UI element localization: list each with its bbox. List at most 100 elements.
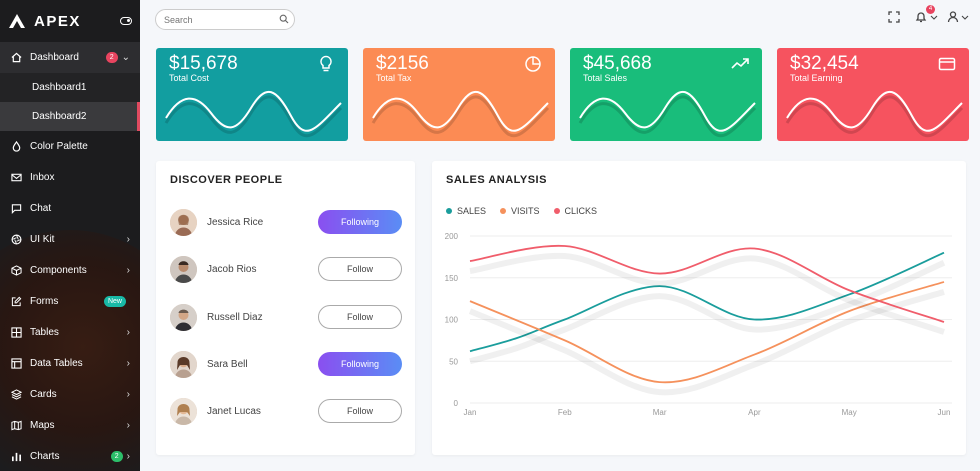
chevron-down-icon[interactable] [930, 10, 938, 24]
list-item: Janet Lucas Follow [170, 396, 402, 426]
sidebar-item-color-palette[interactable]: Color Palette [0, 131, 140, 162]
chevron-down-icon: ⌄ [121, 52, 130, 63]
legend-label: VISITS [511, 206, 540, 216]
fullscreen-icon[interactable] [887, 10, 901, 24]
legend-item-visits[interactable]: VISITS [500, 206, 540, 216]
chevron-right-icon: › [126, 234, 130, 245]
search-input[interactable] [155, 9, 295, 30]
sidebar-item-label: Color Palette [30, 141, 88, 152]
avatar[interactable] [170, 208, 197, 236]
follow-button[interactable]: Follow [318, 305, 402, 329]
sidebar-item-charts[interactable]: Charts 2 › [0, 441, 140, 471]
legend-item-sales[interactable]: SALES [446, 206, 486, 216]
forms-badge: New [103, 296, 126, 307]
sidebar-item-label: Forms [30, 296, 59, 307]
legend-dot [553, 208, 560, 214]
sidebar-subitem-dashboard1[interactable]: Dashboard1 [0, 73, 140, 102]
sidebar-subitem-label: Dashboard1 [32, 82, 87, 93]
user-icon[interactable] [946, 10, 960, 24]
chevron-down-icon[interactable] [961, 10, 969, 24]
layout-icon [10, 358, 22, 370]
sidebar-item-chat[interactable]: Chat [0, 193, 140, 224]
topbar: 4 [140, 0, 980, 40]
sidebar-item-label: Dashboard [30, 52, 79, 63]
sidebar-menu: Dashboard 2 ⌄ Dashboard1 Dashboard2 Colo… [0, 42, 140, 471]
sidebar-toggle-icon[interactable] [120, 17, 132, 25]
sidebar-item-label: Data Tables [30, 358, 83, 369]
grid-icon [10, 327, 22, 339]
map-icon [10, 420, 22, 432]
series-line-visits[interactable] [469, 281, 945, 384]
chart-legend: SALES VISITS CLICKS [446, 206, 597, 216]
following-button[interactable]: Following [318, 352, 402, 376]
sidebar-item-label: Inbox [30, 172, 55, 183]
avatar[interactable] [170, 397, 197, 425]
legend-dot [446, 208, 452, 214]
legend-label: SALES [457, 206, 487, 216]
sidebar-item-inbox[interactable]: Inbox [0, 162, 140, 193]
follow-button[interactable]: Follow [318, 257, 402, 281]
legend-label: CLICKS [564, 206, 598, 216]
bulb-icon [320, 55, 332, 72]
edit-icon [10, 296, 22, 308]
layers-icon [10, 389, 22, 401]
bell-icon[interactable] [914, 10, 928, 24]
sidebar-item-components[interactable]: Components › [0, 255, 140, 286]
series-line-clicks[interactable] [469, 244, 945, 323]
list-item: Russell Diaz Follow [170, 302, 402, 332]
following-button[interactable]: Following [318, 210, 402, 234]
sidebar-item-label: Chat [30, 203, 52, 214]
sidebar-item-data-tables[interactable]: Data Tables › [0, 348, 140, 379]
sidebar-item-tables[interactable]: Tables › [0, 317, 140, 348]
chevron-right-icon: › [126, 389, 130, 400]
sidebar-item-label: Components [30, 265, 87, 276]
stat-value: $45,668 [583, 53, 652, 74]
stat-caption: Total Tax [376, 73, 412, 83]
avatar[interactable] [170, 303, 197, 331]
follow-button[interactable]: Follow [318, 399, 402, 423]
chevron-right-icon: › [126, 358, 130, 369]
avatar[interactable] [170, 350, 197, 378]
x-tick-label: Mar [653, 408, 667, 417]
series-line-sales[interactable] [469, 251, 945, 353]
sidebar-item-dashboard[interactable]: Dashboard 2 ⌄ [0, 42, 140, 73]
stat-sparkline [371, 90, 550, 138]
stat-caption: Total Earning [790, 73, 843, 83]
panel-title: SALES ANALYSIS [446, 174, 547, 186]
stat-card-total-cost: $15,678 Total Cost [156, 48, 348, 141]
discover-people-panel: DISCOVER PEOPLE Jessica Rice Following J… [156, 161, 415, 455]
stat-caption: Total Cost [169, 73, 210, 83]
stat-card-total-tax: $2156 Total Tax [363, 48, 555, 141]
list-item: Sara Bell Following [170, 349, 402, 379]
y-tick-label: 100 [445, 316, 459, 325]
panel-title: DISCOVER PEOPLE [170, 174, 283, 186]
series-shadow-sales [469, 259, 946, 365]
list-item: Jacob Rios Follow [170, 254, 402, 284]
list-item: Jessica Rice Following [170, 207, 402, 237]
person-name: Jessica Rice [207, 216, 264, 228]
x-tick-label: Jun [938, 408, 951, 417]
sidebar-item-label: Maps [30, 420, 55, 431]
chevron-right-icon: › [126, 420, 130, 431]
sidebar-item-label: Tables [30, 327, 59, 338]
y-tick-label: 0 [454, 399, 459, 408]
person-name: Russell Diaz [207, 311, 263, 323]
stat-card-total-earning: $32,454 Total Earning [777, 48, 969, 141]
app-name: APEX [34, 12, 81, 30]
logo[interactable]: APEX [8, 13, 81, 30]
sidebar-item-label: UI Kit [30, 234, 55, 245]
legend-item-clicks[interactable]: CLICKS [553, 206, 598, 216]
avatar[interactable] [170, 255, 197, 283]
sidebar-item-cards[interactable]: Cards › [0, 379, 140, 410]
search-icon[interactable] [279, 14, 289, 24]
bar-chart-icon [10, 451, 22, 463]
aperture-icon [10, 234, 22, 246]
sidebar-item-maps[interactable]: Maps › [0, 410, 140, 441]
sidebar: APEX Dashboard 2 ⌄ Dashboard1 Dashboard2… [0, 0, 140, 471]
series-shadow-visits [468, 289, 945, 396]
y-tick-label: 150 [445, 274, 459, 283]
sidebar-item-ui-kit[interactable]: UI Kit › [0, 224, 140, 255]
sidebar-subitem-dashboard2[interactable]: Dashboard2 [0, 102, 140, 131]
x-tick-label: May [842, 408, 857, 417]
sidebar-item-forms[interactable]: Forms New [0, 286, 140, 317]
